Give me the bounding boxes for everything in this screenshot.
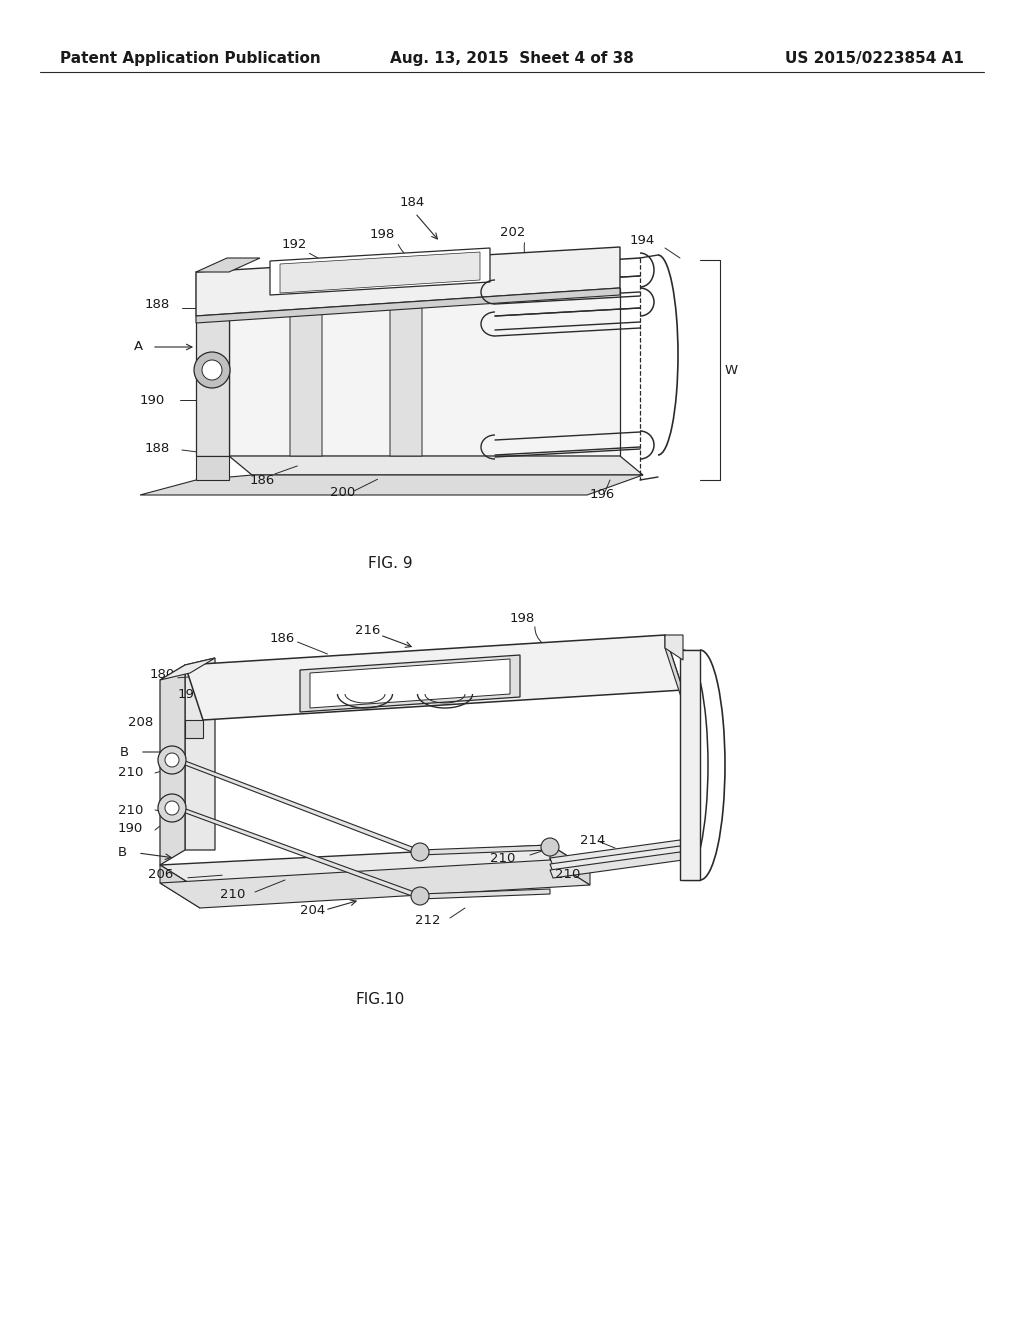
Circle shape bbox=[541, 838, 559, 855]
Polygon shape bbox=[160, 845, 590, 890]
Polygon shape bbox=[390, 279, 422, 455]
Polygon shape bbox=[196, 455, 229, 480]
Text: FIG. 9: FIG. 9 bbox=[368, 556, 413, 570]
Polygon shape bbox=[229, 272, 620, 455]
Text: FIG.10: FIG.10 bbox=[355, 993, 404, 1007]
Circle shape bbox=[411, 887, 429, 906]
Polygon shape bbox=[196, 257, 260, 272]
Circle shape bbox=[202, 360, 222, 380]
Text: US 2015/0223854 A1: US 2015/0223854 A1 bbox=[785, 50, 964, 66]
Text: 186: 186 bbox=[270, 631, 295, 644]
Polygon shape bbox=[172, 756, 420, 855]
Polygon shape bbox=[665, 635, 683, 704]
Polygon shape bbox=[160, 657, 215, 680]
Text: 212: 212 bbox=[415, 913, 440, 927]
Polygon shape bbox=[160, 665, 185, 865]
Polygon shape bbox=[185, 719, 203, 738]
Text: 210: 210 bbox=[220, 888, 246, 902]
Polygon shape bbox=[550, 846, 683, 873]
Polygon shape bbox=[160, 861, 590, 908]
Polygon shape bbox=[290, 282, 322, 455]
Circle shape bbox=[194, 352, 230, 388]
Text: 180: 180 bbox=[150, 668, 175, 681]
Text: 190: 190 bbox=[140, 393, 165, 407]
Polygon shape bbox=[280, 252, 480, 293]
Polygon shape bbox=[550, 840, 683, 866]
Text: 194: 194 bbox=[630, 234, 655, 247]
Text: 198: 198 bbox=[510, 611, 536, 624]
Text: 214: 214 bbox=[580, 833, 605, 846]
Text: 192: 192 bbox=[282, 239, 307, 252]
Polygon shape bbox=[172, 804, 420, 899]
Text: 190: 190 bbox=[118, 821, 143, 834]
Polygon shape bbox=[420, 845, 550, 855]
Polygon shape bbox=[196, 247, 620, 315]
Text: 210: 210 bbox=[118, 767, 143, 780]
Text: 192: 192 bbox=[178, 689, 204, 701]
Circle shape bbox=[411, 843, 429, 861]
Text: 202: 202 bbox=[500, 227, 525, 239]
Text: 196: 196 bbox=[590, 488, 615, 502]
Polygon shape bbox=[160, 865, 200, 908]
Text: 184: 184 bbox=[400, 195, 425, 209]
Text: 200: 200 bbox=[330, 487, 355, 499]
Text: A: A bbox=[134, 341, 143, 354]
Circle shape bbox=[158, 746, 186, 774]
Text: W: W bbox=[725, 363, 738, 376]
Polygon shape bbox=[270, 248, 490, 294]
Polygon shape bbox=[665, 635, 683, 660]
Text: B: B bbox=[118, 846, 127, 859]
Text: 202: 202 bbox=[530, 642, 555, 655]
Polygon shape bbox=[196, 272, 229, 455]
Text: 210: 210 bbox=[118, 804, 143, 817]
Polygon shape bbox=[229, 455, 643, 475]
Text: 188: 188 bbox=[145, 298, 170, 312]
Polygon shape bbox=[310, 659, 510, 708]
Text: 186: 186 bbox=[250, 474, 275, 487]
Text: Patent Application Publication: Patent Application Publication bbox=[60, 50, 321, 66]
Text: Aug. 13, 2015  Sheet 4 of 38: Aug. 13, 2015 Sheet 4 of 38 bbox=[390, 50, 634, 66]
Text: 188: 188 bbox=[145, 441, 170, 454]
Polygon shape bbox=[185, 657, 215, 850]
Text: 208: 208 bbox=[128, 717, 154, 730]
Text: 198: 198 bbox=[370, 228, 395, 242]
Polygon shape bbox=[300, 655, 520, 711]
Text: 210: 210 bbox=[490, 851, 515, 865]
Text: 210: 210 bbox=[555, 869, 581, 882]
Text: 206: 206 bbox=[148, 869, 173, 882]
Polygon shape bbox=[196, 288, 620, 323]
Circle shape bbox=[158, 795, 186, 822]
Text: 216: 216 bbox=[355, 623, 380, 636]
Polygon shape bbox=[550, 851, 683, 878]
Polygon shape bbox=[140, 475, 643, 495]
Polygon shape bbox=[550, 845, 590, 884]
Text: 204: 204 bbox=[300, 903, 326, 916]
Circle shape bbox=[165, 752, 179, 767]
Circle shape bbox=[165, 801, 179, 814]
Polygon shape bbox=[680, 649, 700, 880]
Text: B: B bbox=[120, 746, 129, 759]
Polygon shape bbox=[420, 888, 550, 899]
Polygon shape bbox=[185, 635, 683, 719]
